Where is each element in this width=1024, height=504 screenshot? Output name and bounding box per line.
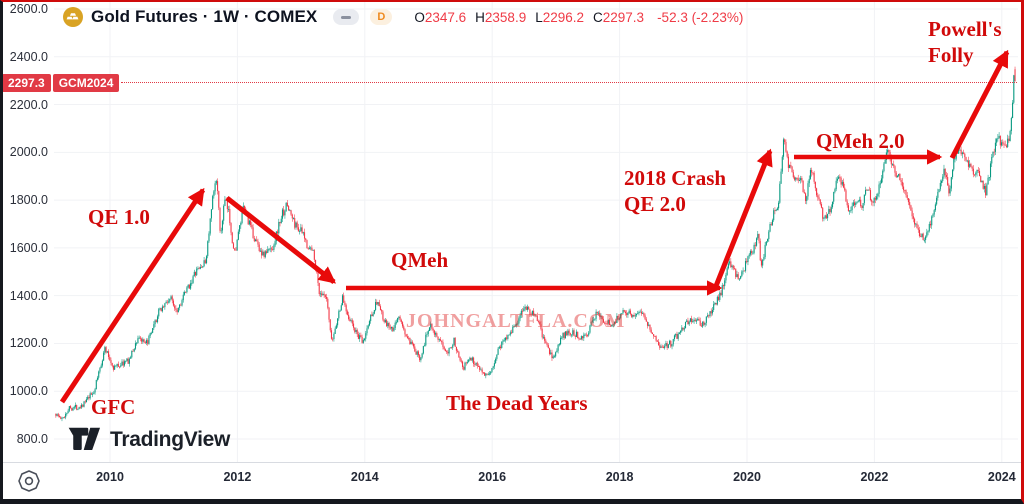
- annotation-arrow-peak-decline[interactable]: [225, 196, 337, 284]
- annotation-crash-qe2[interactable]: 2018 Crash QE 2.0: [624, 166, 727, 217]
- ohlc-c: C2297.3: [593, 9, 645, 25]
- price-tick: 1600.0: [9, 240, 48, 255]
- ohlc-o: O2347.6: [414, 9, 467, 25]
- symbol-header: Gold Futures · 1W · COMEX D O2347.6 H2358…: [63, 7, 743, 27]
- watermark: JOHNGALTFLA.COM: [406, 310, 626, 332]
- price-tick: 2200.0: [9, 97, 48, 112]
- last-price-value: 2297.3: [3, 74, 51, 92]
- annotation-powell[interactable]: Powell's Folly: [928, 17, 1002, 68]
- ohlc-readout: O2347.6 H2358.9 L2296.2 C2297.3 -52.3 (-2.23…: [414, 10, 743, 25]
- contract-label: GCM2024: [52, 74, 120, 92]
- tradingview-logo-text: TradingView: [110, 427, 231, 451]
- price-tick: 800.0: [16, 432, 48, 446]
- annotation-arrow-qe2-rally[interactable]: [713, 148, 773, 287]
- annotation-dead-years[interactable]: The Dead Years: [446, 391, 588, 415]
- price-tick: 1800.0: [9, 193, 48, 208]
- gear-icon[interactable]: [16, 468, 42, 494]
- price-tick: 2000.0: [9, 145, 48, 160]
- time-scale[interactable]: 2010 2012 2014 2016 2018 2020 2022 2024: [3, 463, 1021, 499]
- dash-icon: [341, 15, 352, 19]
- time-axis-separator: [3, 462, 1021, 463]
- annotation-qe1[interactable]: QE 1.0: [88, 205, 150, 229]
- collapse-toolbar-button[interactable]: [333, 9, 360, 25]
- price-tick: 1400.0: [9, 288, 48, 303]
- gold-ingots-icon: [63, 7, 83, 27]
- symbol-title[interactable]: Gold Futures · 1W · COMEX: [91, 7, 318, 26]
- annotation-arrow-powell-rally[interactable]: [949, 49, 1010, 160]
- price-tick: 2400.0: [9, 49, 48, 64]
- time-tick: 2014: [350, 470, 379, 484]
- last-price-line: [121, 82, 1017, 83]
- interval-badge[interactable]: D: [370, 9, 393, 25]
- annotation-gfc[interactable]: GFC: [91, 395, 136, 419]
- time-tick: 2018: [605, 470, 634, 484]
- time-tick: 2024: [987, 470, 1016, 484]
- tradingview-mark-icon: [68, 427, 101, 450]
- annotation-qmeh2[interactable]: QMeh 2.0: [816, 129, 905, 153]
- annotation-arrow-gfc-to-peak[interactable]: [59, 187, 206, 404]
- time-tick: 2012: [223, 470, 252, 484]
- time-tick: 2010: [96, 470, 124, 484]
- price-tick: 2600.0: [9, 1, 48, 16]
- change-readout: -52.3 (-2.23%): [657, 9, 744, 25]
- chart-plot-area[interactable]: [0, 0, 1024, 463]
- time-tick: 2016: [478, 470, 507, 484]
- annotation-qmeh[interactable]: QMeh: [391, 248, 449, 272]
- ohlc-h: H2358.9: [475, 9, 527, 25]
- last-price-tag: 2297.3 GCM2024: [3, 74, 120, 92]
- price-tick: 1200.0: [9, 336, 48, 351]
- tradingview-logo[interactable]: TradingView: [68, 427, 230, 452]
- time-tick: 2020: [733, 470, 761, 484]
- price-tick: 1000.0: [9, 384, 48, 399]
- time-tick: 2022: [860, 470, 889, 484]
- ohlc-l: L2296.2: [535, 9, 585, 25]
